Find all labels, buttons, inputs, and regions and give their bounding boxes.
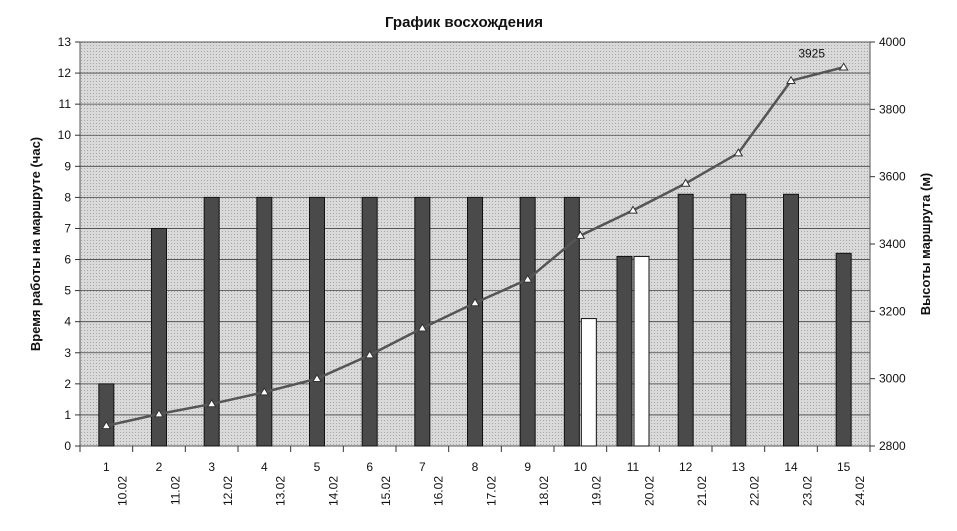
- day-label: 10: [574, 460, 588, 474]
- right-axis-title: Высоты маршрута (м): [918, 173, 933, 316]
- left-tick-label: 9: [64, 159, 71, 173]
- right-tick-label: 3800: [879, 102, 906, 116]
- altitude-point: [680, 178, 691, 187]
- date-label: 10.02: [116, 476, 130, 506]
- bar-work-time: [361, 196, 378, 447]
- right-tick-label: 2800: [879, 439, 906, 453]
- day-label: 14: [784, 460, 798, 474]
- chart-title: График восхождения: [385, 14, 543, 31]
- bar-work-time: [783, 193, 799, 447]
- bar-work-time: [616, 255, 633, 447]
- left-tick-label: 11: [59, 97, 72, 111]
- day-label: 1: [103, 460, 110, 474]
- bar-work-time: [467, 196, 483, 447]
- day-label: 7: [419, 460, 426, 474]
- right-y-axis: 2800 3000 3200 3400 3600 3800 4000: [870, 35, 906, 453]
- date-label: 13.02: [274, 476, 288, 506]
- altitude-point: [364, 350, 375, 359]
- bar-work-time: [256, 196, 273, 447]
- left-tick-label: 6: [64, 253, 71, 267]
- altitude-point: [154, 409, 164, 418]
- date-label: 17.02: [484, 476, 498, 506]
- left-axis-title: Время работы на маршруте (час): [28, 137, 43, 351]
- bar-work-time: [151, 227, 167, 447]
- right-tick-label: 4000: [879, 35, 906, 49]
- bar-work-time: [677, 193, 694, 447]
- date-label: 19.02: [590, 476, 604, 506]
- left-tick-label: 5: [64, 284, 71, 298]
- left-tick-label: 3: [64, 346, 71, 360]
- left-tick-label: 12: [58, 66, 72, 80]
- right-tick-label: 3200: [879, 304, 906, 318]
- bar-series: [98, 193, 852, 447]
- date-label: 12.02: [221, 476, 235, 506]
- bar-work-time: [835, 252, 852, 447]
- date-label: 22.02: [748, 476, 762, 506]
- altitude-point: [312, 373, 322, 382]
- left-tick-label: 13: [58, 35, 72, 49]
- bar-work-time: [309, 196, 325, 447]
- bar-work-time: [730, 193, 747, 447]
- bar-work-time: [414, 196, 431, 447]
- altitude-point: [259, 387, 270, 396]
- bar-work-time-secondary: [580, 318, 597, 447]
- left-tick-label: 0: [64, 439, 71, 453]
- left-tick-label: 10: [58, 128, 72, 142]
- bar-work-time-secondary: [633, 255, 650, 447]
- date-label: 24.02: [853, 476, 867, 506]
- day-label: 4: [261, 460, 268, 474]
- day-label: 5: [314, 460, 321, 474]
- altitude-point: [522, 274, 533, 283]
- left-tick-label: 1: [64, 408, 71, 422]
- day-label: 2: [156, 460, 163, 474]
- altitude-annotation: 3925: [798, 46, 825, 60]
- altitude-point: [838, 62, 849, 71]
- left-tick-label: 8: [64, 190, 71, 204]
- date-label: 11.02: [168, 476, 182, 505]
- altitude-point: [733, 148, 744, 157]
- day-label: 8: [472, 460, 479, 474]
- altitude-series: 3925: [101, 46, 849, 430]
- day-label: 12: [679, 460, 693, 474]
- date-label: 23.02: [800, 476, 814, 506]
- altitude-point: [470, 297, 480, 307]
- day-label: 3: [208, 460, 215, 474]
- bar-work-time: [519, 196, 536, 447]
- day-label: 15: [837, 460, 851, 474]
- left-tick-label: 7: [64, 221, 71, 235]
- altitude-point: [417, 323, 428, 332]
- date-label: 21.02: [695, 476, 709, 506]
- day-label: 9: [524, 460, 531, 474]
- date-label: 16.02: [432, 476, 446, 506]
- bar-work-time: [203, 196, 220, 447]
- day-label: 13: [732, 460, 746, 474]
- date-label: 14.02: [326, 476, 340, 506]
- day-label: 11: [627, 460, 640, 474]
- date-label: 20.02: [642, 476, 656, 506]
- bar-work-time: [98, 383, 115, 447]
- day-label: 6: [366, 460, 373, 474]
- altitude-point: [786, 75, 796, 85]
- right-tick-label: 3000: [879, 372, 906, 386]
- altitude-point: [206, 398, 217, 408]
- left-tick-label: 4: [64, 315, 71, 329]
- altitude-point: [628, 205, 638, 214]
- altitude-point: [575, 230, 586, 239]
- bar-work-time: [563, 196, 580, 447]
- right-tick-label: 3400: [879, 237, 906, 251]
- right-tick-label: 3600: [879, 170, 906, 184]
- date-label: 15.02: [379, 476, 393, 506]
- date-label: 18.02: [537, 476, 551, 506]
- altitude-point: [101, 420, 112, 430]
- left-tick-label: 2: [64, 377, 71, 391]
